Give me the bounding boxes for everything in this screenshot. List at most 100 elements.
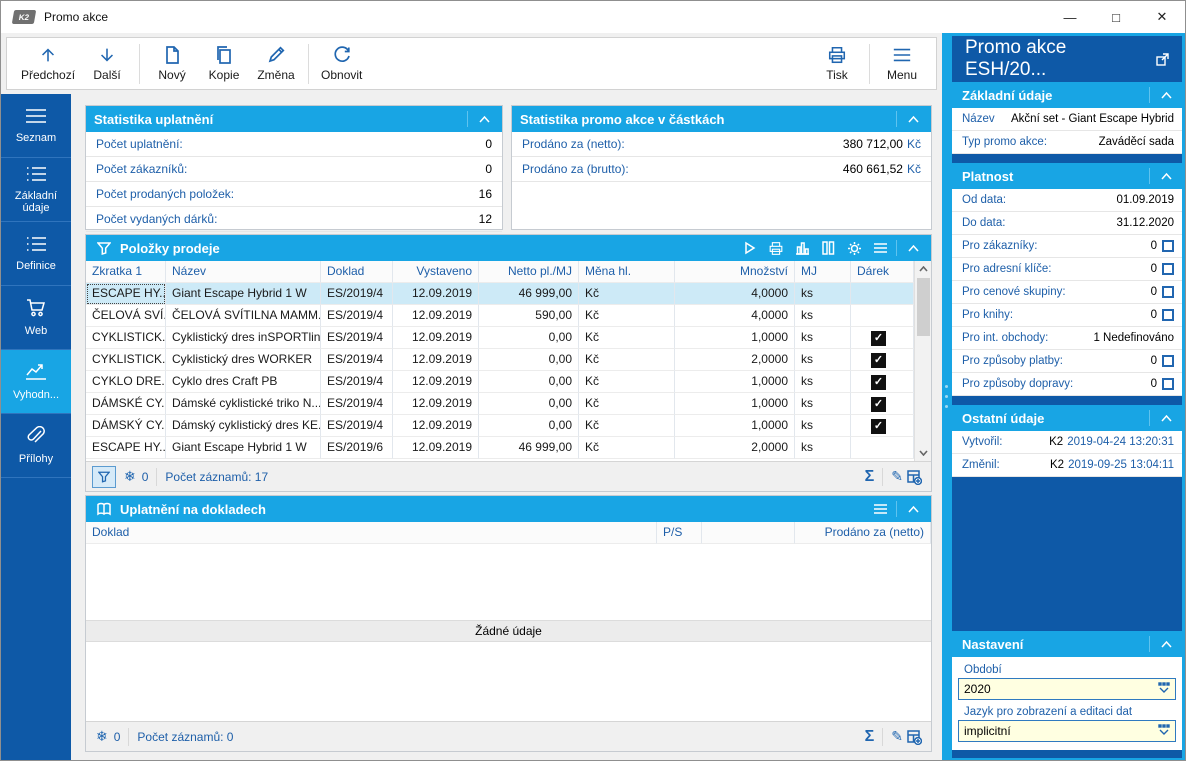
sidebar-item-web[interactable]: Web (1, 286, 71, 350)
checkbox[interactable] (1162, 240, 1174, 252)
sidebar-item-seznam[interactable]: Seznam (1, 94, 71, 158)
run-icon[interactable] (740, 238, 760, 258)
bullet-list-icon (24, 235, 48, 256)
stat-row: Prodáno za (brutto): 460 661,52 Kč (512, 157, 931, 182)
gear-icon[interactable] (844, 238, 864, 258)
stat-row: Počet vydaných dárků: 12 (86, 207, 502, 232)
table-row[interactable]: CYKLISTICK... Cyklistický dres WORKER ES… (86, 349, 914, 371)
filter-toggle-button[interactable] (92, 465, 116, 488)
chevron-up-icon[interactable] (1156, 85, 1176, 105)
print-button[interactable]: Tisk (811, 41, 863, 87)
column-header[interactable]: MJ (795, 261, 851, 283)
scroll-up-icon[interactable] (915, 261, 931, 277)
table-row[interactable]: DÁMSKÝ CY... Dámský cyklistický dres KE.… (86, 415, 914, 437)
refresh-button[interactable]: Obnovit (315, 41, 368, 87)
chevron-up-icon[interactable] (903, 499, 923, 519)
chevron-up-icon[interactable] (903, 238, 923, 258)
chevron-up-icon[interactable] (1156, 166, 1176, 186)
field-label: Jazyk pro zobrazení a editaci dat (964, 706, 1133, 718)
column-header[interactable]: Dárek (851, 261, 914, 283)
section-header: Ostatní údaje (952, 405, 1182, 431)
panel-title: Statistika uplatnění (94, 111, 214, 127)
close-button[interactable]: ✕ (1156, 9, 1168, 24)
sum-button[interactable]: Σ (864, 727, 875, 745)
chevron-up-icon[interactable] (1156, 634, 1176, 654)
column-header[interactable]: Doklad (321, 261, 393, 283)
column-header[interactable]: Zkratka 1 (86, 261, 166, 283)
table-row[interactable]: ESCAPE HY... Giant Escape Hybrid 1 W ES/… (86, 283, 914, 305)
edit-button[interactable]: Změna (250, 41, 302, 87)
add-record-icon[interactable] (903, 726, 925, 748)
column-header[interactable]: Vystaveno (393, 261, 479, 283)
sidebar-item-vyhodnoceni[interactable]: Vyhodn... (1, 350, 71, 414)
checkbox[interactable] (1162, 309, 1174, 321)
table-row[interactable]: DÁMSKÉ CY... Dámské cyklistické triko N.… (86, 393, 914, 415)
printer-icon[interactable] (766, 238, 786, 258)
column-header[interactable]: Množství (675, 261, 795, 283)
column-header[interactable] (702, 522, 795, 544)
column-header[interactable]: P/S (657, 522, 702, 544)
new-button[interactable]: Nový (146, 41, 198, 87)
copy-icon (214, 45, 234, 65)
table-row[interactable]: ESCAPE HY... Giant Escape Hybrid 1 W ES/… (86, 437, 914, 459)
table-row[interactable]: CYKLISTICK... Cyklistický dres inSPORTli… (86, 327, 914, 349)
vertical-scrollbar[interactable] (914, 261, 931, 461)
checkbox[interactable] (1162, 378, 1174, 390)
column-header[interactable]: Doklad (86, 522, 657, 544)
chevron-up-icon[interactable] (1156, 408, 1176, 428)
uplatneni-panel: Uplatnění na dokladech Doklad P/S Prodán… (85, 495, 932, 752)
edit-button[interactable]: ✎ (891, 728, 903, 744)
sidebar-item-prilohy[interactable]: Přílohy (1, 414, 71, 478)
chevron-up-icon[interactable] (474, 109, 494, 129)
sidebar-item-zakladni-udaje[interactable]: Základní údaje (1, 158, 71, 222)
section-header: Platnost (952, 163, 1182, 189)
checkbox[interactable] (1162, 263, 1174, 275)
freeze-icon[interactable]: ❄ (96, 728, 108, 744)
column-header[interactable]: Netto pl./MJ (479, 261, 579, 283)
left-sidebar: Seznam Základní údaje Definice Web Vyhod… (1, 94, 71, 760)
hamburger-icon[interactable] (870, 499, 890, 519)
detail-row: Pro způsoby platby: 0 (952, 350, 1182, 373)
hamburger-icon[interactable] (870, 238, 890, 258)
column-header[interactable]: Prodáno za (netto) (795, 522, 931, 544)
detail-row: Pro int. obchody: 1 Nedefinováno (952, 327, 1182, 350)
open-external-icon[interactable] (1152, 49, 1172, 69)
checkbox[interactable] (1162, 355, 1174, 367)
edit-button[interactable]: ✎ (891, 468, 903, 484)
scrollbar-thumb[interactable] (916, 278, 930, 336)
period-combobox[interactable]: 2020 (958, 678, 1176, 700)
bar-chart-icon[interactable] (792, 238, 812, 258)
splitter-handle[interactable] (945, 385, 948, 408)
sum-button[interactable]: Σ (864, 467, 875, 485)
previous-button[interactable]: Předchozí (15, 41, 81, 87)
sidebar-item-definice[interactable]: Definice (1, 222, 71, 286)
language-combobox[interactable]: implicitní (958, 720, 1176, 742)
next-button[interactable]: Další (81, 41, 133, 87)
column-header[interactable]: Měna hl. (579, 261, 675, 283)
scroll-down-icon[interactable] (915, 445, 931, 461)
field-label: Období (964, 664, 1002, 676)
stats-uplatneni-header: Statistika uplatnění (86, 106, 502, 132)
table-row[interactable]: ČELOVÁ SVÍ... ČELOVÁ SVÍTILNA MAMM... ES… (86, 305, 914, 327)
printer-icon (827, 45, 847, 65)
freeze-icon[interactable]: ❄ (124, 468, 136, 484)
menu-button[interactable]: Menu (876, 41, 928, 87)
add-record-icon[interactable] (903, 466, 925, 488)
checkbox[interactable] (1162, 286, 1174, 298)
chevron-up-icon[interactable] (903, 109, 923, 129)
table-row[interactable]: CYKLO DRE... Cyklo dres Craft PB ES/2019… (86, 371, 914, 393)
detail-title-bar: Promo akce ESH/20... (952, 36, 1182, 82)
maximize-button[interactable]: □ (1112, 9, 1120, 25)
stat-row: Počet zákazníků: 0 (86, 157, 502, 182)
detail-row: Pro adresní klíče: 0 (952, 258, 1182, 281)
dropdown-icon (1157, 723, 1171, 739)
copy-button[interactable]: Kopie (198, 41, 250, 87)
minimize-button[interactable]: — (1063, 9, 1077, 25)
columns-icon[interactable] (818, 238, 838, 258)
gift-checkbox (871, 375, 886, 390)
detail-row: Vytvořil: K2 2019-04-24 13:20:31 (952, 431, 1182, 454)
column-header[interactable]: Název (166, 261, 321, 283)
detail-row: Název Akční set - Giant Escape Hybrid (952, 108, 1182, 131)
stat-row: Počet uplatnění: 0 (86, 132, 502, 157)
